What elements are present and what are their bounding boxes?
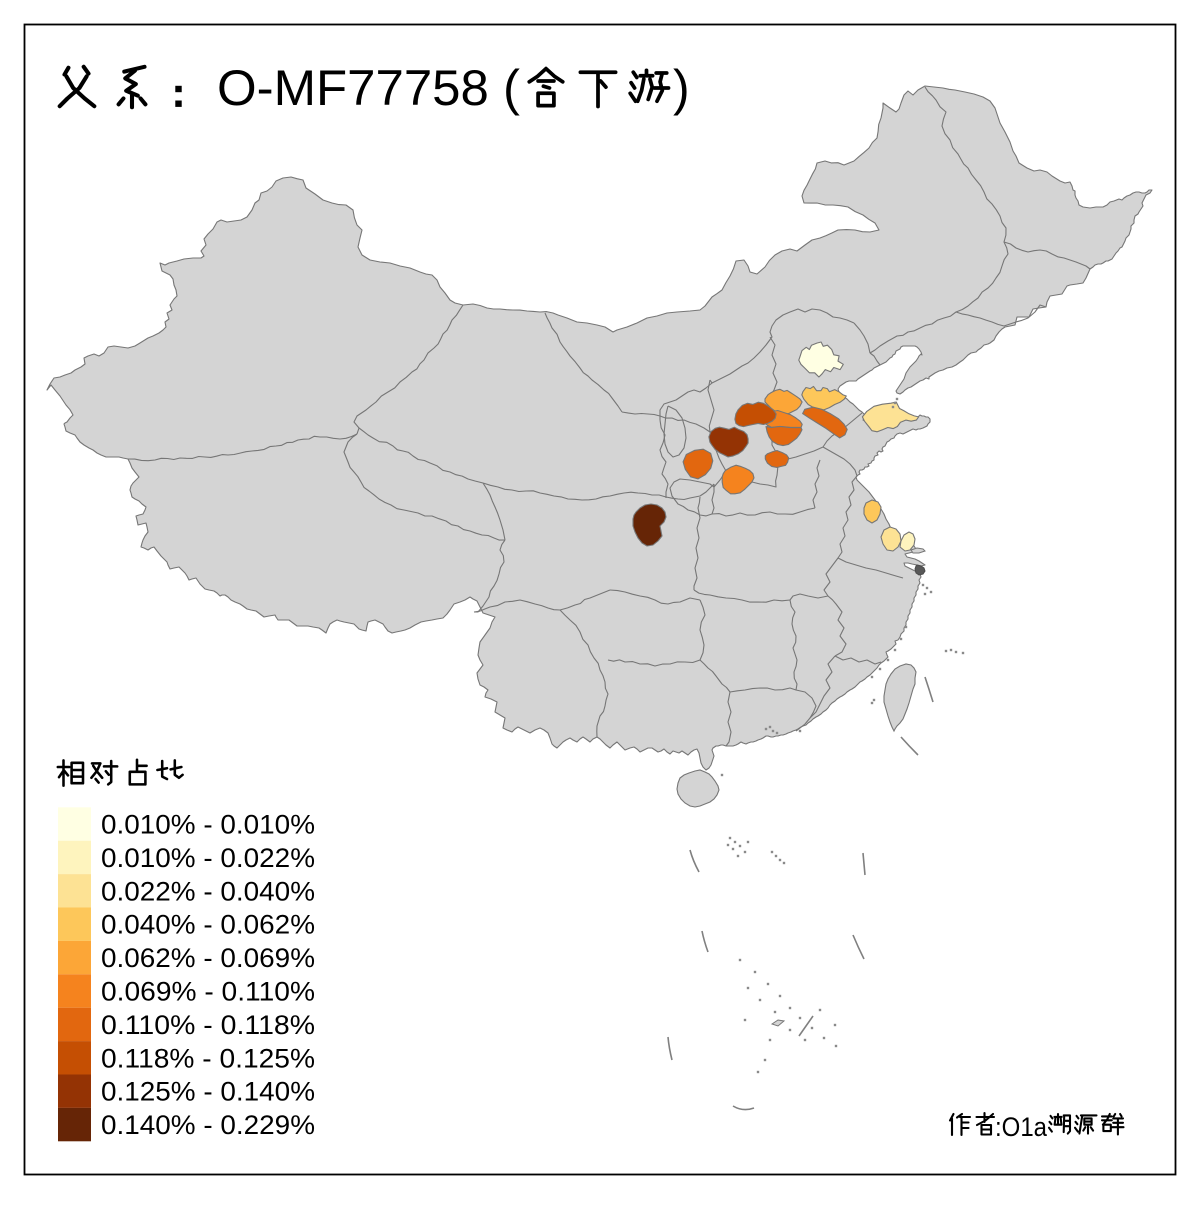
- svg-text:0.010% - 0.010%: 0.010% - 0.010%: [101, 810, 315, 840]
- svg-text:0.022% - 0.040%: 0.022% - 0.040%: [101, 876, 315, 906]
- svg-text:0.140% - 0.229%: 0.140% - 0.229%: [101, 1110, 315, 1140]
- svg-text:0.062% - 0.069%: 0.062% - 0.069%: [101, 943, 315, 973]
- svg-text:0.110% - 0.118%: 0.110% - 0.118%: [101, 1010, 315, 1040]
- svg-text:0.125% - 0.140%: 0.125% - 0.140%: [101, 1077, 315, 1107]
- svg-text:0.118% - 0.125%: 0.118% - 0.125%: [101, 1043, 315, 1073]
- svg-text:0.040% - 0.062%: 0.040% - 0.062%: [101, 910, 315, 940]
- svg-text:O-MF77758 (: O-MF77758 (: [217, 60, 520, 116]
- svg-text:0.010% - 0.022%: 0.010% - 0.022%: [101, 843, 315, 873]
- svg-text::O1a: :O1a: [995, 1112, 1048, 1142]
- svg-text:0.069% - 0.110%: 0.069% - 0.110%: [101, 977, 315, 1007]
- svg-text:): ): [673, 60, 690, 116]
